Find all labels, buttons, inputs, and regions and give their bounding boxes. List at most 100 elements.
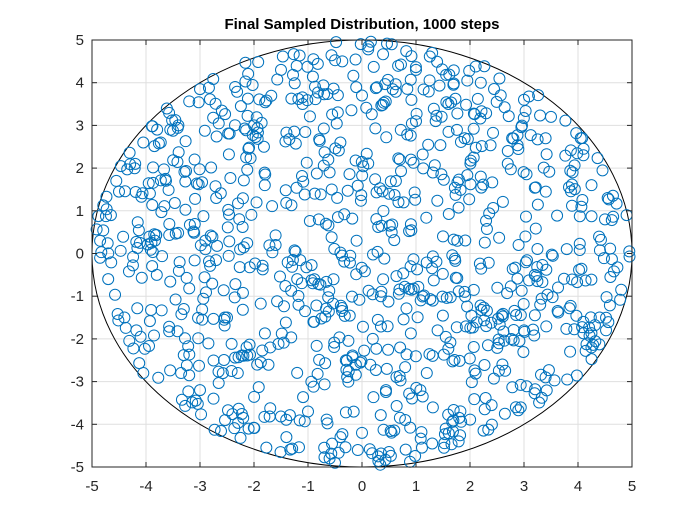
scatter-point <box>471 92 484 105</box>
x-tick-label: 3 <box>520 478 528 495</box>
scatter-point <box>371 313 384 326</box>
scatter-point <box>434 139 447 152</box>
scatter-point <box>431 194 444 207</box>
scatter-point <box>338 208 351 221</box>
scatter-point <box>269 238 282 251</box>
scatter-point <box>317 122 330 135</box>
scatter-point <box>241 92 254 105</box>
scatter-point <box>564 345 577 358</box>
scatter-point <box>319 357 332 370</box>
scatter-point <box>383 219 396 232</box>
scatter-point <box>354 356 367 369</box>
scatter-point <box>296 170 309 183</box>
scatter-point <box>306 70 319 83</box>
scatter-point <box>499 364 512 377</box>
scatter-point <box>571 147 584 160</box>
scatter-point <box>162 183 175 196</box>
scatter-point <box>186 396 199 409</box>
scatter-point <box>202 255 215 268</box>
scatter-point <box>256 344 269 357</box>
scatter-point <box>514 401 527 414</box>
scatter-point <box>479 391 492 404</box>
scatter-point <box>168 196 181 209</box>
scatter-point <box>334 246 347 259</box>
scatter-point <box>403 282 416 295</box>
scatter-point <box>560 322 573 335</box>
scatter-point <box>427 102 440 115</box>
scatter-point <box>241 109 254 122</box>
scatter-point <box>430 109 443 122</box>
scatter-point <box>480 214 493 227</box>
scatter-point <box>164 275 177 288</box>
scatter-point <box>511 272 524 285</box>
scatter-point <box>325 231 338 244</box>
scatter-point <box>210 191 223 204</box>
scatter-point <box>179 399 192 412</box>
scatter-point <box>426 401 439 414</box>
scatter-point <box>271 295 284 308</box>
scatter-point <box>416 290 429 303</box>
scatter-point <box>313 134 326 147</box>
scatter-point <box>334 299 347 312</box>
scatter-point <box>390 270 403 283</box>
scatter-point <box>163 325 176 338</box>
scatter-point <box>520 168 533 181</box>
scatter-point <box>117 230 130 243</box>
scatter-point <box>299 305 312 318</box>
scatter-point <box>478 60 491 73</box>
scatter-point <box>228 291 241 304</box>
scatter-point <box>172 226 185 239</box>
axis-ticks <box>91 39 633 468</box>
scatter-point <box>492 312 505 325</box>
scatter-point <box>351 444 364 457</box>
scatter-point <box>374 320 387 333</box>
scatter-point <box>241 163 254 176</box>
scatter-point <box>546 291 559 304</box>
scatter-point <box>173 256 186 269</box>
scatter-point <box>534 298 547 311</box>
scatter-point <box>128 162 141 175</box>
scatter-point <box>394 123 407 136</box>
scatter-point <box>461 169 474 182</box>
scatter-point <box>246 129 259 142</box>
scatter-point <box>575 262 588 275</box>
scatter-point <box>301 94 314 107</box>
scatter-point <box>169 114 182 127</box>
scatter-point <box>474 76 487 89</box>
scatter-point <box>351 179 364 192</box>
scatter-point <box>564 164 577 177</box>
scatter-point <box>208 423 221 436</box>
scatter-point <box>564 185 577 198</box>
scatter-point <box>428 159 441 172</box>
scatter-point <box>188 226 201 239</box>
x-tick-label: -1 <box>301 478 314 495</box>
scatter-point <box>422 85 435 98</box>
scatter-point <box>192 332 205 345</box>
scatter-point <box>467 151 480 164</box>
scatter-point <box>533 396 546 409</box>
scatter-point <box>298 188 311 201</box>
scatter-point <box>178 165 191 178</box>
scatter-point <box>101 237 114 250</box>
scatter-point <box>570 127 583 140</box>
scatter-point <box>229 278 242 291</box>
y-tick-label: -3 <box>71 374 84 391</box>
scatter-point <box>593 244 606 257</box>
scatter-point <box>426 294 439 307</box>
scatter-point <box>521 254 534 267</box>
scatter-point <box>143 230 156 243</box>
scatter-point <box>379 95 392 108</box>
scatter-point <box>467 283 480 296</box>
scatter-point <box>224 172 237 185</box>
scatter-point <box>260 441 273 454</box>
scatter-point <box>477 424 490 437</box>
scatter-point <box>442 342 455 355</box>
scatter-point <box>206 277 219 290</box>
scatter-point <box>493 231 506 244</box>
scatter-point <box>254 356 267 369</box>
scatter-point <box>383 187 395 200</box>
scatter-point <box>512 143 525 156</box>
scatter-point <box>325 183 338 196</box>
scatter-point <box>308 187 321 200</box>
scatter-point <box>319 217 332 230</box>
